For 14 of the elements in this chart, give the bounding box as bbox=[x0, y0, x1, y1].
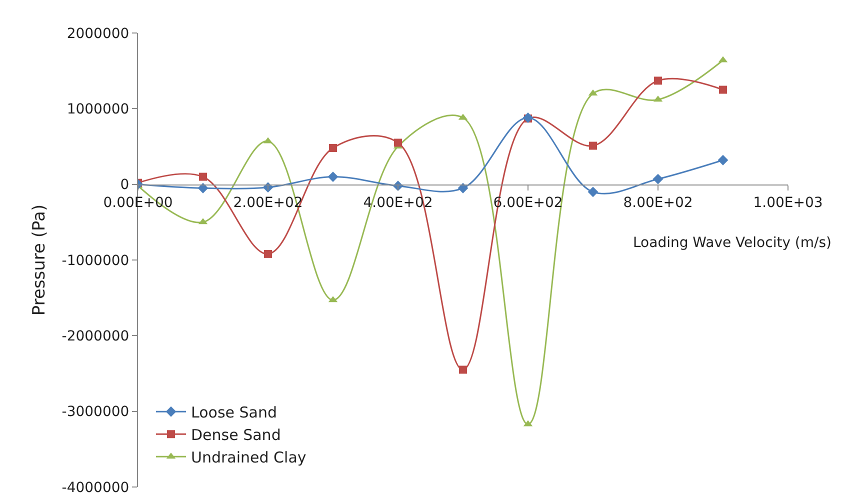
legend-label: Loose Sand bbox=[191, 403, 278, 422]
y-tick-label: -1000000 bbox=[62, 252, 130, 269]
y-tick-label: -3000000 bbox=[62, 404, 130, 420]
y-axis-title: Pressure (Pa) bbox=[29, 204, 50, 316]
y-tick-label: -2000000 bbox=[62, 328, 130, 345]
legend-label: Dense Sand bbox=[191, 426, 281, 444]
x-tick-label: 1.00E+03 bbox=[753, 195, 823, 212]
y-tick-label: 1000000 bbox=[66, 102, 130, 118]
legend-label: Undrained Clay bbox=[191, 448, 306, 466]
x-tick-label: 8.00E+02 bbox=[623, 195, 693, 212]
y-tick-label: 2000000 bbox=[66, 26, 130, 42]
x-axis-title: Loading Wave Velocity (m/s) bbox=[633, 235, 832, 251]
y-tick-label: -4000000 bbox=[62, 480, 130, 496]
y-tick-label: 0 bbox=[120, 177, 130, 194]
